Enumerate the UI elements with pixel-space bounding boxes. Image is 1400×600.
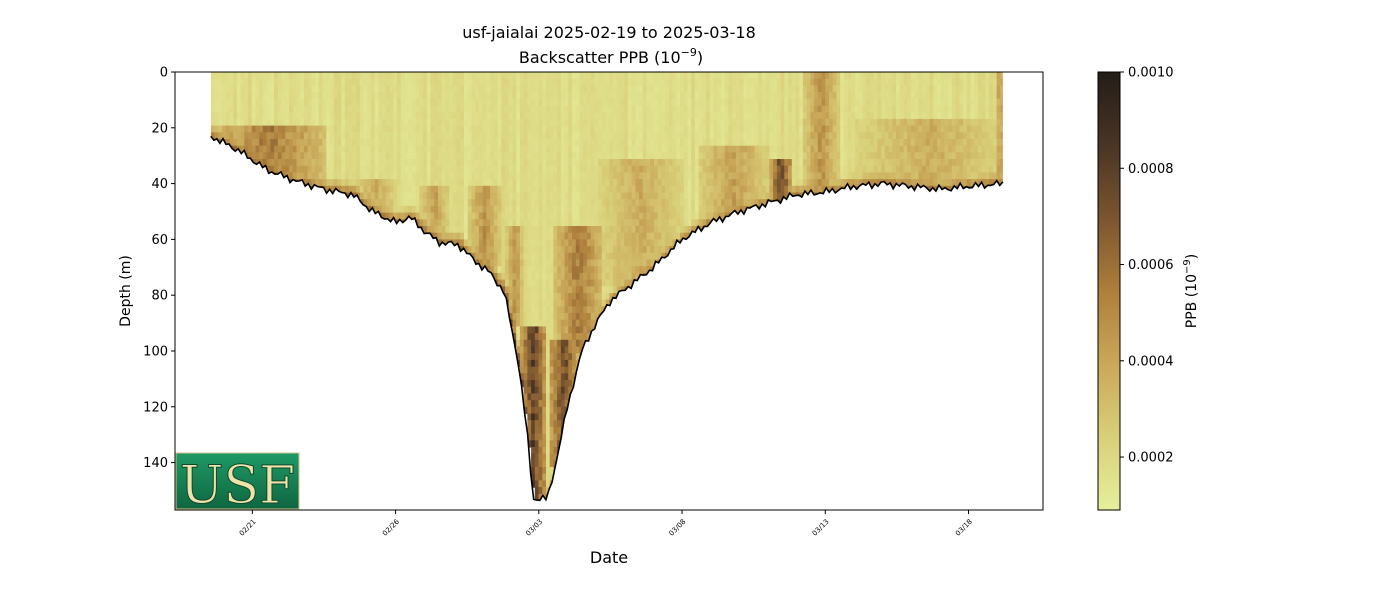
y-tick-label: 20 [151,121,168,136]
x-tick-label: 03/08 [668,518,688,538]
usf-logo-text: USF [180,456,296,516]
y-axis-label: Depth (m) [118,255,134,327]
chart-subtitle-sup: −9 [681,46,697,59]
y-axis-ticks: 0 20 40 60 80 100 120 140 [143,66,175,471]
colorbar-tick-label: 0.0010 [1128,66,1174,81]
colorbar-tick-label: 0.0008 [1128,162,1174,177]
colorbar-label-main: PPB (10 [1184,274,1200,328]
chart-subtitle-end: ) [697,48,703,67]
chart-title: usf-jaialai 2025-02-19 to 2025-03-18 [462,23,756,42]
colorbar-tick-label: 0.0006 [1128,258,1174,273]
x-tick-label: 03/18 [954,518,974,538]
seafloor-edge [210,135,1004,502]
colorbar: 0.0002 0.0004 0.0006 0.0008 0.0010 PPB (10−9… [1097,66,1200,511]
y-tick-label: 60 [151,233,168,248]
colorbar-ticks: 0.0002 0.0004 0.0006 0.0008 0.0010 [1120,66,1174,466]
y-tick-label: 80 [151,289,168,304]
colorbar-bar [1097,71,1121,511]
y-tick-label: 100 [143,344,168,359]
x-axis-ticks: 02/21 02/26 03/03 03/08 03/13 03/18 [238,510,974,538]
plot-area: USF [174,71,1044,517]
x-axis-label: Date [590,548,628,567]
colorbar-label-end: ) [1184,254,1200,259]
y-tick-label: 40 [151,177,168,192]
x-tick-label: 02/26 [381,517,401,537]
x-tick-label: 02/21 [238,518,258,538]
x-tick-label: 03/13 [811,518,831,538]
usf-logo: USF [175,452,300,517]
x-tick-label: 03/03 [524,518,544,538]
colorbar-tick-label: 0.0002 [1128,451,1174,466]
y-tick-label: 120 [143,400,168,415]
y-tick-label: 0 [160,66,168,81]
colorbar-tick-label: 0.0004 [1128,354,1174,369]
colorbar-label: PPB (10−9) [1182,254,1200,328]
chart-subtitle-main: Backscatter PPB (10 [519,48,681,67]
colorbar-label-sup: −9 [1182,259,1193,274]
chart-subtitle: Backscatter PPB (10−9) [519,46,703,67]
y-tick-label: 140 [143,456,168,471]
plot-frame [174,71,1044,511]
